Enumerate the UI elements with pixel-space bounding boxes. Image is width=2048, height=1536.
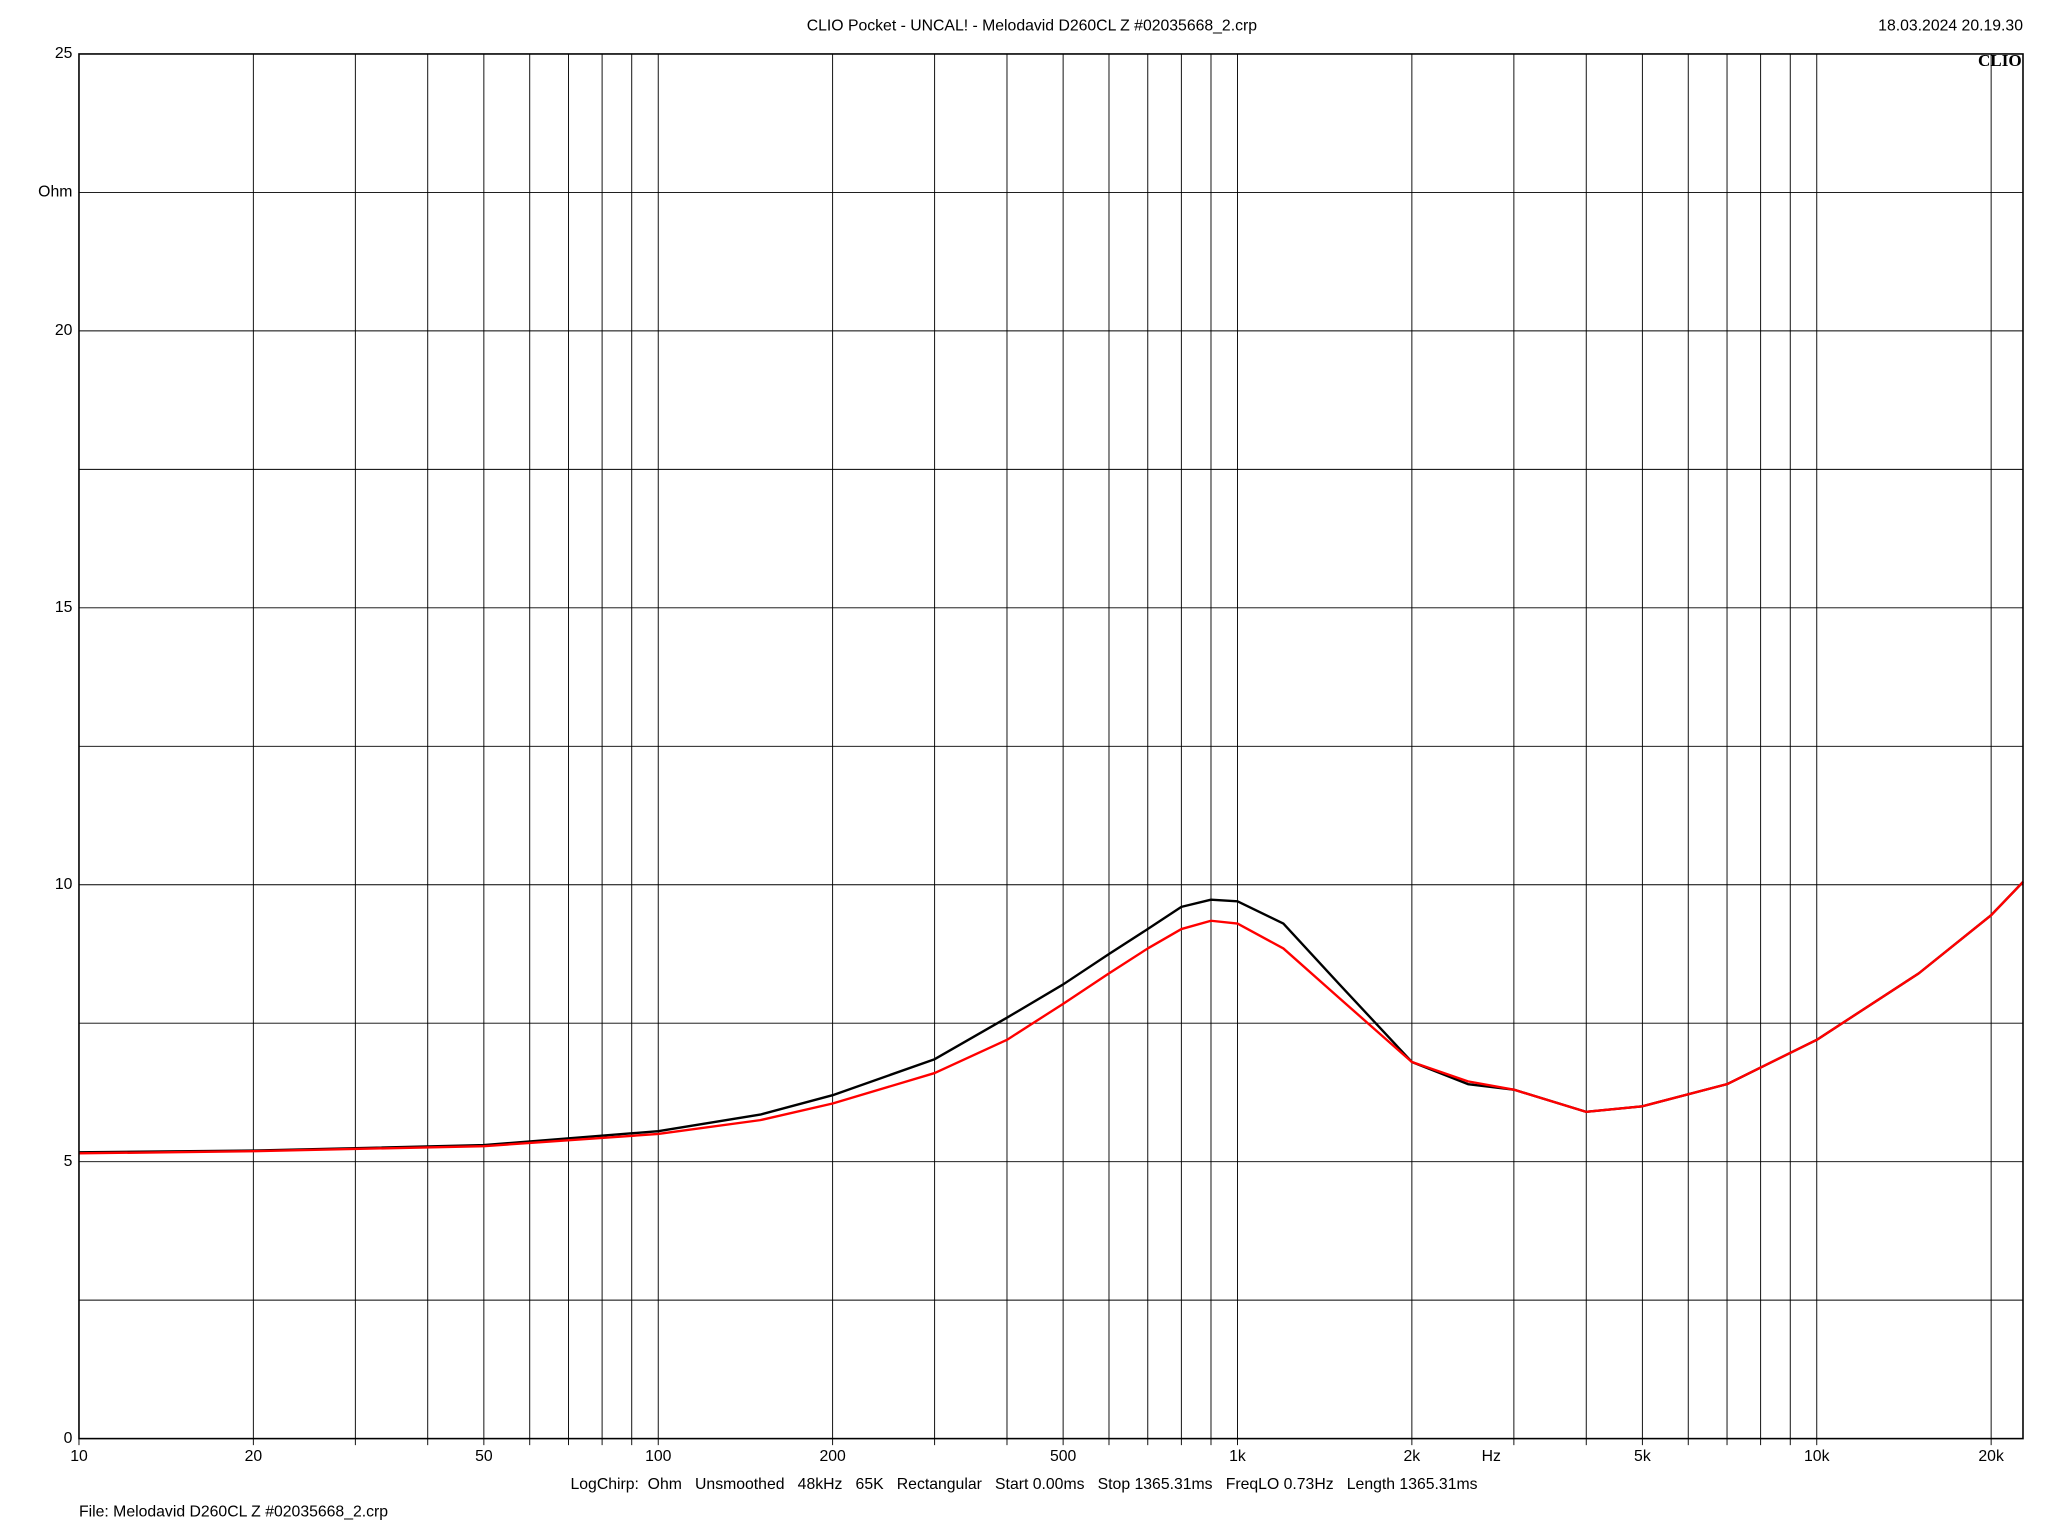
x-tick-label: 10k [1804,1448,1830,1465]
x-tick-label: 100 [645,1448,672,1465]
y-tick-label: 5 [64,1153,73,1170]
settings-line: LogChirp: Ohm Unsmoothed 48kHz 65K Recta… [570,1476,1477,1493]
plot-frame [78,53,2024,1440]
x-tick-label: 20k [1978,1448,2004,1465]
y-tick-label: 0 [64,1430,73,1447]
file-line: File: Melodavid D260CL Z #02035668_2.crp [79,1503,388,1520]
y-axis-label: Ohm [38,183,72,200]
y-tick-label: 25 [55,45,73,62]
chart-title: CLIO Pocket - UNCAL! - Melodavid D260CL … [807,17,1258,34]
x-tick-label: 5k [1634,1448,1651,1465]
x-axis-label: Hz [1482,1448,1501,1465]
x-tick-label: 10 [70,1448,88,1465]
x-tick-label: 20 [245,1448,263,1465]
y-tick-label: 10 [55,876,73,893]
y-tick-label: 20 [55,322,73,339]
logo: CLIO [1978,51,2022,70]
plot-lines [78,881,2024,1155]
y-tick-label: 15 [55,599,73,616]
x-tick-label: 50 [475,1448,493,1465]
x-tick-label: 200 [819,1448,846,1465]
x-tick-label: 1k [1229,1448,1246,1465]
impedance-curve [78,881,2024,1155]
x-tick-label: 2k [1404,1448,1421,1465]
x-tick-label: 500 [1050,1448,1077,1465]
timestamp: 18.03.2024 20.19.30 [1878,17,2023,34]
